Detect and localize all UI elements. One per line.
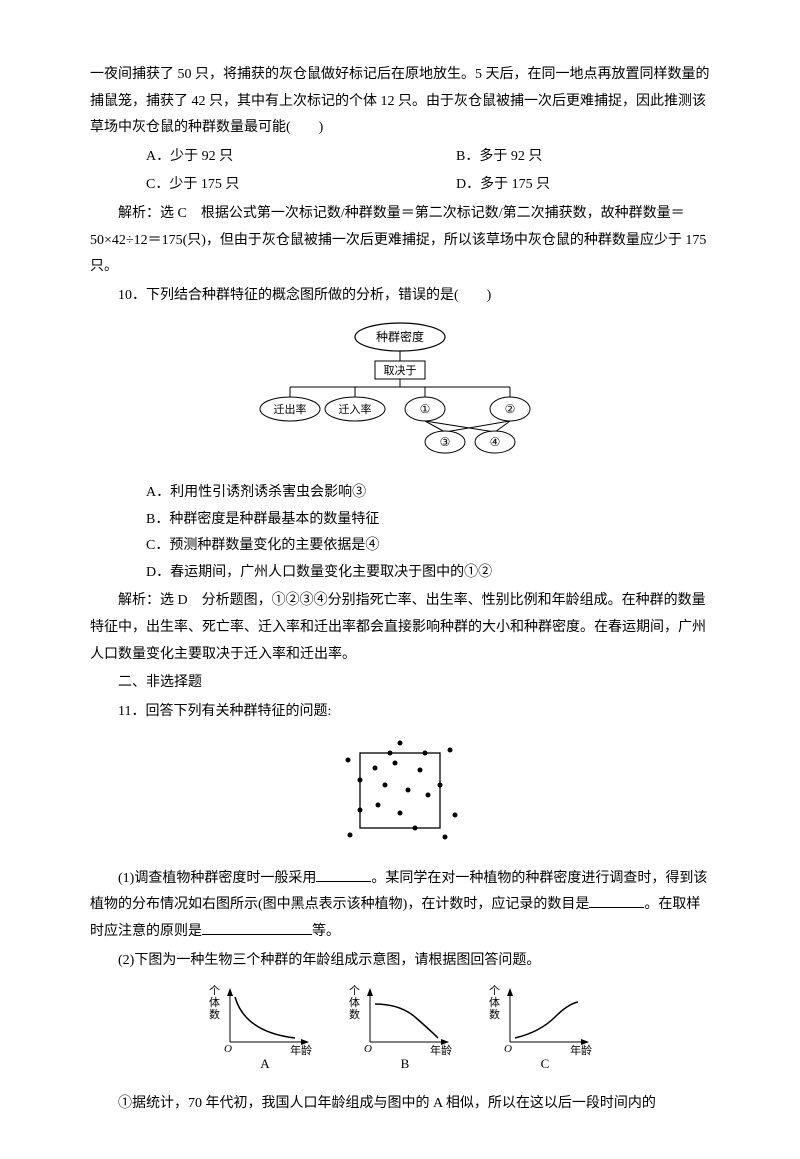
- blank-1: [316, 867, 371, 882]
- q11-age-charts: 个 体 数 O 年龄 A 个 体 数 O 年龄 B: [90, 982, 710, 1083]
- q11-stem: 11．回答下列有关种群特征的问题:: [90, 699, 710, 726]
- diagram-node-2: 迁入率: [339, 402, 372, 416]
- diagram-node-1: 迁出率: [274, 402, 307, 416]
- q10-opt-d: D．春运期间，广州人口数量变化主要取决于图中的①②: [90, 560, 710, 587]
- svg-text:数: 数: [489, 1008, 500, 1021]
- q10-stem: 10．下列结合种群特征的概念图所做的分析，错误的是( ): [90, 283, 710, 310]
- q9-opt-d: D．多于 175 只: [456, 172, 550, 199]
- svg-text:数: 数: [349, 1008, 360, 1021]
- svg-text:个: 个: [489, 984, 500, 997]
- svg-text:体: 体: [489, 995, 500, 1009]
- diagram-node-6: ④: [490, 435, 501, 449]
- q10-analysis: 解析：选 D 分析题图，①②③④分别指死亡率、出生率、性别比例和年龄组成。在种群…: [90, 588, 710, 668]
- q10-concept-diagram: 种群密度 取决于 迁出率 迁入率 ① ②: [90, 319, 710, 470]
- q11-p2: (2)下图为一种生物三个种群的年龄组成示意图，请根据图回答问题。: [90, 948, 710, 975]
- chart-a-xlabel: 年龄: [290, 1043, 312, 1057]
- svg-text:个: 个: [349, 984, 360, 997]
- svg-text:O: O: [364, 1043, 372, 1055]
- diagram-mid-label: 取决于: [384, 364, 417, 377]
- chart-b-xlabel: 年龄: [430, 1043, 452, 1057]
- diagram-node-4: ②: [505, 402, 516, 416]
- blank-2: [589, 893, 644, 908]
- q11-p1d: 等。: [312, 924, 340, 939]
- chart-a-label: A: [260, 1056, 270, 1071]
- diagram-node-3: ①: [420, 402, 431, 416]
- q9-opt-b: B．多于 92 只: [456, 144, 542, 171]
- blank-3: [202, 920, 312, 935]
- svg-text:O: O: [504, 1043, 512, 1055]
- chart-a-ylabel-2: 体: [209, 995, 220, 1009]
- diagram-node-5: ③: [440, 435, 451, 449]
- chart-a-ylabel-3: 数: [209, 1008, 220, 1021]
- q10-opt-b: B．种群密度是种群最基本的数量特征: [90, 507, 710, 534]
- q11-p1: (1)调查植物种群密度时一般采用。某同学在对一种植物的种群密度进行调查时，得到该…: [90, 866, 710, 946]
- q10-opt-a: A．利用性引诱剂诱杀害虫会影响③: [90, 480, 710, 507]
- section-2-heading: 二、非选择题: [90, 670, 710, 697]
- q9-analysis: 解析：选 C 根据公式第一次标记数/种群数量＝第二次标记数/第二次捕获数，故种群…: [90, 201, 710, 281]
- q9-opt-c: C．少于 175 只: [90, 172, 456, 199]
- q11-p1a: (1)调查植物种群密度时一般采用: [118, 871, 316, 886]
- diagram-top-label: 种群密度: [376, 329, 424, 344]
- chart-c-xlabel: 年龄: [570, 1043, 592, 1057]
- chart-a-ylabel-1: 个: [209, 984, 220, 997]
- q10-opt-c: C．预测种群数量变化的主要依据是④: [90, 533, 710, 560]
- svg-text:O: O: [224, 1043, 232, 1055]
- q9-opt-a: A．少于 92 只: [90, 144, 456, 171]
- svg-text:体: 体: [349, 995, 360, 1009]
- q11-quadrat-diagram: [90, 735, 710, 856]
- chart-c-label: C: [541, 1056, 550, 1071]
- q11-p3: ①据统计，70 年代初，我国人口年龄组成与图中的 A 相似，所以在这以后一段时间…: [90, 1091, 710, 1118]
- chart-b-label: B: [401, 1056, 410, 1071]
- q9-stem: 一夜间捕获了 50 只，将捕获的灰仓鼠做好标记后在原地放生。5 天后，在同一地点…: [90, 62, 710, 142]
